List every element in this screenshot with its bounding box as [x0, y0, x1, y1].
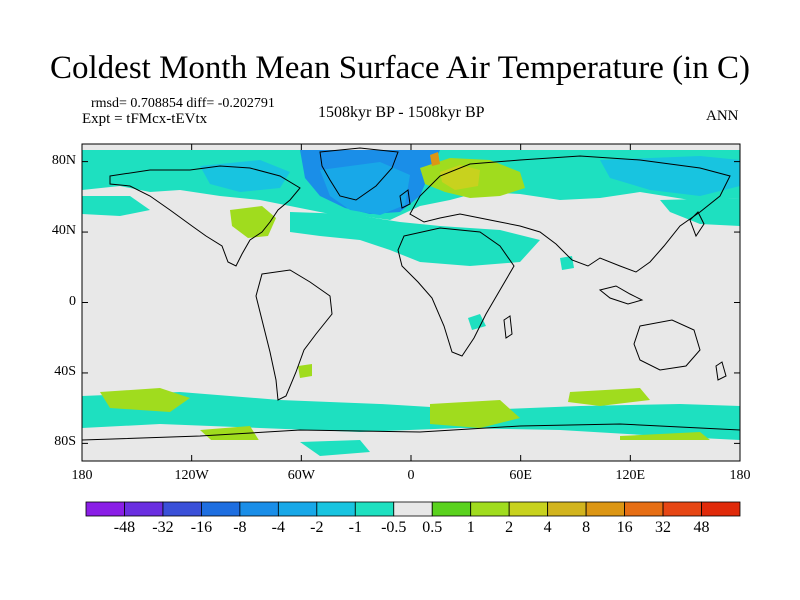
coast-north-america [109, 165, 301, 267]
anomaly-patch-siberia [600, 156, 740, 196]
lat-label: 40S [54, 363, 76, 379]
period-text: 1508kyr BP - 1508kyr BP [318, 104, 485, 121]
colorbar [85, 501, 741, 517]
lon-label: 60W [287, 468, 315, 483]
stats-text: rmsd= 0.708854 diff= -0.202791 [91, 96, 275, 111]
anomaly-patch-north-atlantic [320, 162, 410, 215]
anomaly-patch-tropic-2 [560, 256, 574, 270]
lat-label: 80S [54, 434, 76, 450]
colorbar-label: 0.5 [422, 519, 443, 536]
lon-label: 120W [174, 468, 209, 483]
colorbar-swatch [201, 501, 241, 517]
anomaly-patch-north-america [230, 206, 276, 238]
colorbar-swatch [85, 501, 125, 517]
experiment-text: Expt = tFMcx-tEVtx [82, 111, 208, 127]
lon-label: 180 [729, 468, 751, 483]
anomaly-patch-hotspot [430, 152, 440, 166]
colorbar-swatch [124, 501, 164, 517]
coast-new-zealand [715, 361, 727, 381]
chart-title: Coldest Month Mean Surface Air Temperatu… [50, 50, 750, 86]
lat-label: 80N [51, 152, 76, 168]
colorbar-label: -32 [152, 519, 174, 536]
colorbar-swatch [354, 501, 395, 517]
anomaly-patch-southern-ocean [82, 392, 740, 440]
axis-ticks [81, 144, 741, 461]
coast-africa [397, 227, 515, 357]
colorbar-label: 48 [693, 519, 710, 536]
colorbar-swatch [547, 501, 587, 517]
colorbar-label: 2 [505, 519, 514, 536]
colorbar-label: -2 [310, 519, 324, 536]
lon-label: 0 [407, 468, 415, 483]
colorbar-swatch [508, 501, 549, 517]
colorbar-swatch [316, 501, 356, 517]
colorbar-swatch [624, 501, 664, 517]
season-text: ANN [706, 108, 739, 124]
lat-label: 0 [69, 293, 76, 309]
colorbar-swatch [162, 501, 202, 517]
coast-uk [399, 189, 411, 209]
colorbar-label: -16 [190, 519, 213, 536]
colorbar-swatch [662, 501, 702, 517]
anomaly-patch-pacific-west [82, 196, 150, 216]
anomaly-patch-southern-warm-1 [100, 388, 190, 412]
coast-australia [633, 319, 701, 371]
colorbar-label: 8 [582, 519, 591, 536]
colorbar-label: 32 [655, 519, 672, 536]
colorbar-label: 16 [616, 519, 633, 536]
colorbar-label: -8 [233, 519, 247, 536]
coast-greenland [319, 147, 399, 201]
coast-antarctica [81, 423, 741, 441]
lat-label: 40N [51, 223, 76, 239]
anomaly-patch-tropic-3 [298, 364, 312, 378]
coast-japan [689, 211, 705, 238]
anomaly-patch-southern-warm-2 [430, 400, 520, 428]
lon-label: 60E [509, 468, 532, 483]
colorbar-swatch [393, 501, 433, 517]
colorbar-label: 1 [466, 519, 475, 536]
colorbar-label: -1 [348, 519, 362, 536]
colorbar-swatch [239, 501, 279, 517]
coast-madagascar [503, 315, 513, 339]
colorbar-label: -4 [271, 519, 285, 536]
colorbar-label: -48 [113, 519, 136, 536]
colorbar-label: -0.5 [381, 519, 407, 536]
colorbar-swatch [277, 501, 318, 517]
anomaly-patch-tropic-1 [468, 314, 486, 330]
anomaly-patch-scandinavia-core [440, 165, 480, 190]
coast-indonesia [598, 285, 644, 305]
colorbar-label: 4 [543, 519, 552, 536]
anomaly-patch-antarctic [82, 440, 740, 461]
anomaly-patch-hudson [200, 160, 290, 192]
coast-south-america [255, 269, 333, 401]
coastlines [81, 147, 741, 441]
colorbar-swatch [431, 501, 472, 517]
anomaly-patch-southern-warm-3 [568, 388, 650, 406]
anomaly-patch-antarctic-cool [300, 440, 370, 456]
colorbar-swatch [585, 501, 625, 517]
colorbar-swatch [470, 501, 510, 517]
lon-label: 180 [71, 468, 93, 483]
coast-eurasia [409, 155, 731, 273]
anomaly-patch-atlantic-mid [290, 212, 540, 266]
lon-label: 120E [615, 468, 646, 483]
colorbar-swatch [701, 501, 741, 517]
